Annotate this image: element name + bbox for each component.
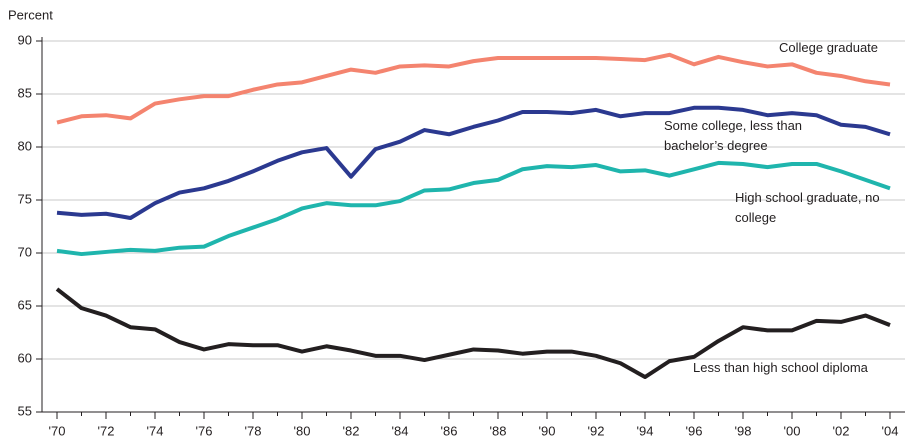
x-tick-label: '76 <box>196 423 213 438</box>
x-tick-label: '84 <box>392 423 409 438</box>
x-tick-label: '92 <box>588 423 605 438</box>
x-tick-label: '78 <box>245 423 262 438</box>
series-line <box>56 160 891 257</box>
series-label: High school graduate, no college <box>735 190 880 225</box>
x-tick-label: '74 <box>147 423 164 438</box>
y-axis-label: Percent <box>8 7 53 22</box>
x-tick-label: '70 <box>49 423 66 438</box>
series-label: College graduate <box>779 40 879 55</box>
series-line <box>56 52 891 125</box>
y-tick-label: 90 <box>18 32 32 47</box>
y-tick-label: 70 <box>18 244 32 259</box>
series-label: Less than high school diploma <box>693 360 868 375</box>
x-tick-label: '88 <box>490 423 507 438</box>
y-tick-label: 55 <box>18 403 32 418</box>
x-tick-label: '98 <box>735 423 752 438</box>
series-label: Some college, less than bachelor’s degre… <box>664 118 803 153</box>
x-tick-label: '96 <box>686 423 703 438</box>
y-tick-label: 65 <box>18 297 32 312</box>
series-line <box>55 287 891 380</box>
y-tick-label: 75 <box>18 191 32 206</box>
x-tick-label: '04 <box>882 423 899 438</box>
series-line <box>56 105 891 221</box>
x-tick-label: '80 <box>294 423 311 438</box>
x-tick-label: '94 <box>637 423 654 438</box>
x-tick-label: '90 <box>539 423 556 438</box>
y-tick-label: 60 <box>18 350 32 365</box>
y-tick-label: 85 <box>18 85 32 100</box>
x-tick-label: '86 <box>441 423 458 438</box>
x-tick-label: '82 <box>343 423 360 438</box>
x-tick-label: '00 <box>784 423 801 438</box>
y-tick-label: 80 <box>18 138 32 153</box>
x-tick-label: '02 <box>833 423 850 438</box>
x-tick-label: '72 <box>98 423 115 438</box>
